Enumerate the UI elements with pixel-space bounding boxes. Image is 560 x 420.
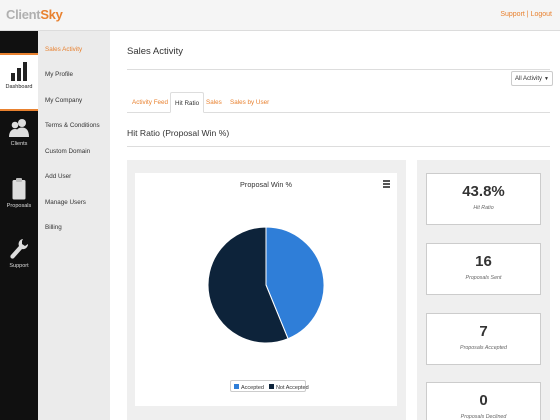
page-title: Sales Activity [127, 46, 183, 57]
header-link-separator: | [524, 11, 531, 18]
submenu-item-sales-activity[interactable]: Sales Activity [45, 46, 83, 53]
legend-swatch [234, 384, 239, 389]
legend-label: Accepted [241, 384, 264, 391]
tab-bar: Activity Feed Hit Ratio Sales Sales by U… [127, 92, 550, 113]
stat-label: Proposals Declined [460, 414, 507, 420]
rail-item-label: Support [9, 263, 29, 269]
stats-panel: 43.8% Hit Ratio 16 Proposals Sent 7 Prop… [417, 160, 550, 420]
stat-value: 16 [475, 253, 492, 270]
stat-value: 7 [479, 323, 488, 340]
rail-item-dashboard[interactable]: Dashboard [0, 53, 38, 111]
submenu-item-my-company[interactable]: My Company [45, 97, 83, 104]
section-divider [127, 146, 550, 147]
chart-panel: Proposal Win % Accepted Not Accepted [127, 160, 406, 420]
submenu-item-terms-conditions[interactable]: Terms & Conditions [45, 122, 100, 129]
support-link[interactable]: Support [500, 11, 525, 18]
rail-item-proposals[interactable]: Proposals [0, 171, 38, 229]
pie-slice-not-accepted[interactable] [207, 226, 289, 344]
stat-card-proposals-accepted: 7 Proposals Accepted [426, 313, 541, 365]
logo-client-text: Client [6, 7, 41, 22]
legend-item-accepted[interactable]: Accepted [234, 384, 264, 391]
pie-slice-accepted[interactable] [265, 226, 325, 340]
pie-chart: Proposal Win % Accepted Not Accepted [135, 173, 397, 406]
submenu-item-my-profile[interactable]: My Profile [45, 71, 73, 78]
legend-swatch [268, 384, 274, 389]
stat-label: Proposals Sent [465, 275, 502, 281]
bar-chart-icon [11, 62, 27, 81]
pie-svg [207, 226, 325, 344]
stat-value: 0 [479, 392, 488, 409]
rail-item-label: Proposals [6, 203, 32, 209]
rail-item-clients[interactable]: Clients [0, 111, 38, 169]
rail-item-support[interactable]: Support [0, 231, 38, 289]
top-bar: ClientSky Support | Logout [0, 0, 560, 31]
stat-value: 43.8% [462, 183, 505, 200]
stat-label: Proposals Accepted [460, 345, 507, 351]
tab-hit-ratio[interactable]: Hit Ratio [170, 92, 205, 113]
stat-label: Hit Ratio [473, 205, 494, 211]
activity-filter-value: All Activity [515, 76, 543, 82]
tab-activity-feed[interactable]: Activity Feed [132, 99, 169, 106]
app-logo[interactable]: ClientSky [6, 7, 63, 22]
rail-item-label: Dashboard [5, 84, 33, 90]
chart-menu-icon[interactable] [383, 180, 390, 189]
icon-rail: Dashboard Clients Proposals Support [0, 31, 38, 420]
submenu-item-billing[interactable]: Billing [45, 224, 62, 231]
logo-sky-text: Sky [40, 7, 63, 22]
stat-card-proposals-declined: 0 Proposals Declined [426, 382, 541, 420]
activity-filter-select[interactable]: All Activity ▼ [511, 71, 553, 86]
document-icon [12, 178, 26, 200]
legend-label: Not Accepted [275, 384, 309, 391]
settings-submenu: Sales Activity My Profile My Company Ter… [38, 31, 110, 420]
main-content: Sales Activity All Activity ▼ Activity F… [110, 31, 560, 420]
caret-down-icon: ▼ [544, 76, 549, 82]
stat-card-proposals-sent: 16 Proposals Sent [426, 243, 541, 295]
submenu-item-add-user[interactable]: Add User [45, 173, 72, 180]
legend-item-not-accepted[interactable]: Not Accepted [268, 384, 309, 391]
submenu-item-manage-users[interactable]: Manage Users [45, 199, 86, 206]
chart-legend: Accepted Not Accepted [230, 380, 309, 392]
tab-sales[interactable]: Sales [206, 99, 222, 106]
chart-title: Proposal Win % [240, 180, 292, 189]
header-links: Support | Logout [500, 11, 552, 18]
tab-sales-by-user[interactable]: Sales by User [230, 99, 270, 106]
submenu-item-custom-domain[interactable]: Custom Domain [45, 148, 91, 155]
users-icon [9, 119, 29, 137]
stat-card-hit-ratio: 43.8% Hit Ratio [426, 173, 541, 225]
logout-link[interactable]: Logout [530, 11, 552, 18]
title-divider [127, 69, 550, 70]
wrench-icon [10, 239, 28, 259]
section-title: Hit Ratio (Proposal Win %) [127, 128, 230, 138]
rail-item-label: Clients [10, 141, 28, 147]
